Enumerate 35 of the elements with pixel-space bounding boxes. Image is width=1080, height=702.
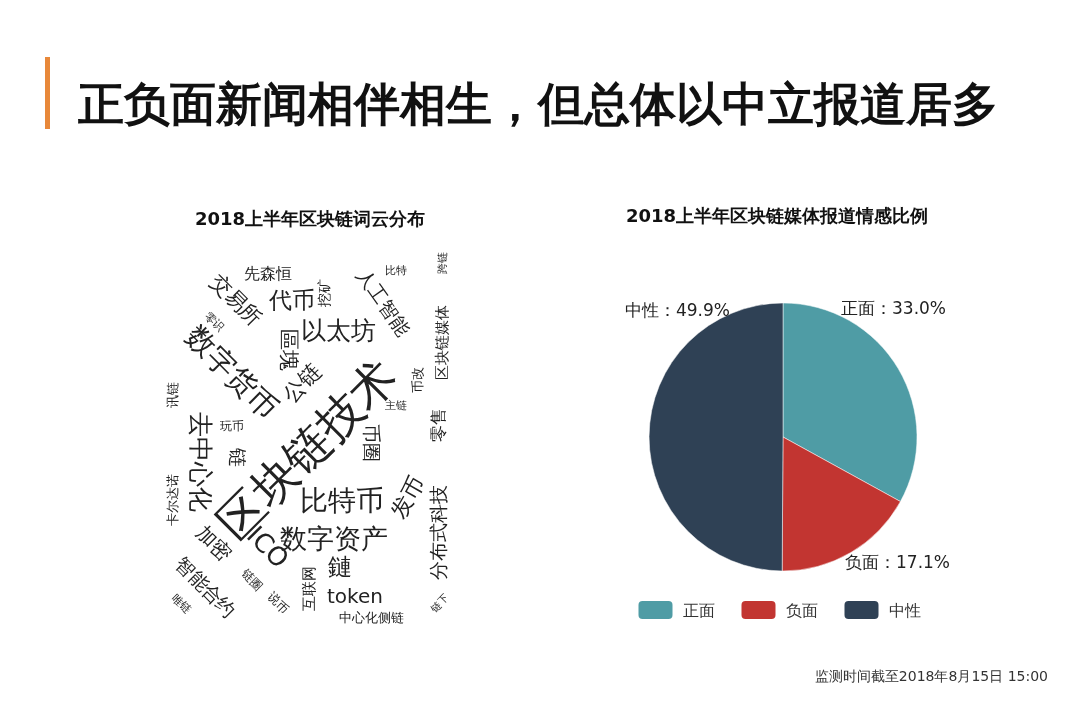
text: 區塊: [277, 329, 301, 371]
text: 玩币: [220, 419, 244, 433]
text: token: [327, 584, 383, 608]
text: 链下: [428, 592, 451, 615]
text: 正负面新闻相伴相生，但总体以中立报道居多: [78, 77, 998, 131]
text: 去中心化: [185, 412, 215, 512]
text: 鏈: [328, 553, 352, 581]
text: 挖矿: [316, 279, 332, 307]
text: 发币: [386, 471, 430, 523]
legend-label: 中性: [888, 600, 921, 620]
text: 互联网: [300, 565, 318, 611]
text: 监测时间截至2018年8月15日 15:00: [814, 668, 1048, 684]
text: 中心化侧链: [338, 609, 404, 625]
text: 比特: [385, 263, 407, 277]
text: 卡尔达诺: [164, 474, 180, 526]
legend-label: 正面: [682, 600, 715, 620]
chart-title: 2018上半年区块链媒体报道情感比例: [625, 204, 929, 226]
text: 链: [227, 446, 249, 467]
text: 讯链: [164, 382, 180, 408]
text: 分布式科技: [427, 484, 449, 580]
text: 代币: [268, 287, 315, 313]
text: 链圈: [237, 565, 266, 594]
text: 币改: [409, 367, 425, 393]
data-label: 正面：33.0%: [841, 298, 947, 318]
data-label: 中性：49.9%: [624, 300, 730, 320]
legend-label: 负面: [785, 600, 818, 620]
text: 先森恒: [244, 263, 292, 283]
text: 说币: [264, 589, 292, 617]
text: 2018上半年区块链词云分布: [194, 207, 426, 229]
text: 以太坊: [300, 315, 376, 345]
text: 零售: [428, 408, 448, 442]
data-label: 负面：17.1%: [845, 552, 951, 572]
text: 区块链媒体: [433, 304, 451, 380]
text: 唯链: [168, 591, 194, 617]
text: 跨链: [435, 252, 449, 274]
